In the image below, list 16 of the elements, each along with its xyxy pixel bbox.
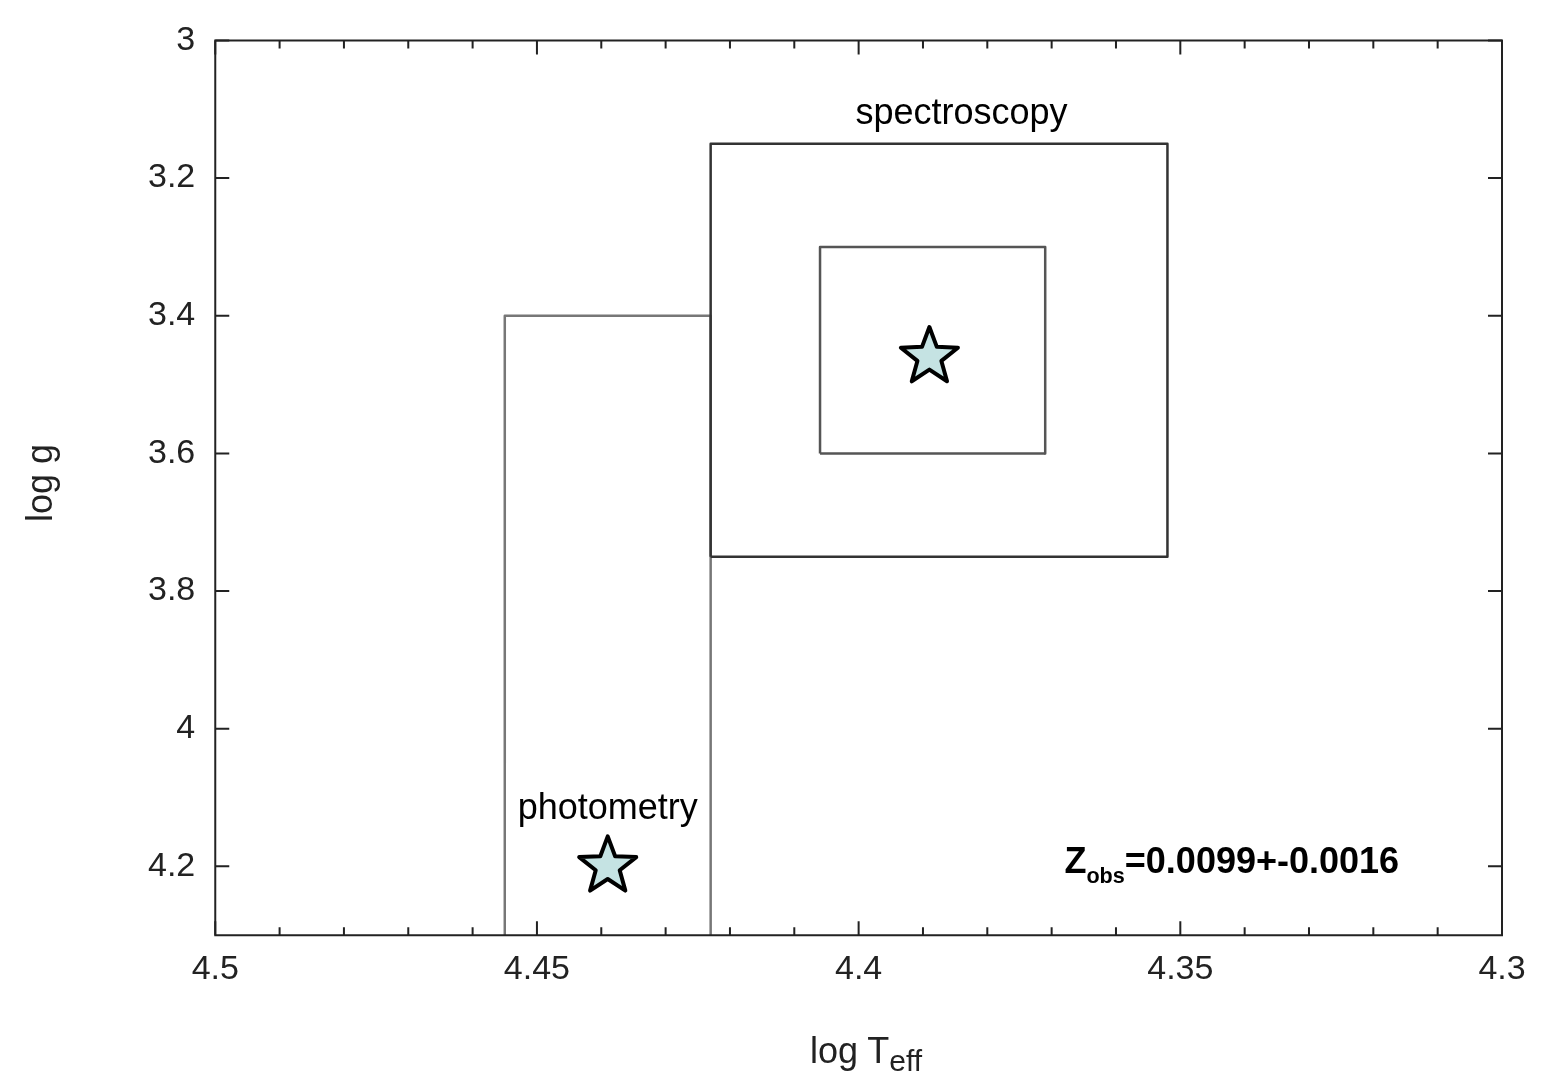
y-axis-title: log g bbox=[19, 443, 61, 523]
y-tick-label: 3.2 bbox=[148, 156, 196, 195]
x-tick-label: 4.5 bbox=[191, 947, 239, 986]
x-tick-label: 4.3 bbox=[1478, 947, 1526, 986]
x-tick-label: 4.4 bbox=[835, 947, 883, 986]
y-tick-label: 3.6 bbox=[148, 431, 196, 470]
y-tick-label: 3.4 bbox=[148, 294, 196, 333]
annotation: photometry bbox=[517, 785, 698, 827]
y-tick-label: 3 bbox=[176, 18, 196, 57]
x-axis-title: log T$_{eff}$ bbox=[808, 1030, 924, 1079]
y-tick-label: 4.2 bbox=[148, 844, 196, 883]
x-tick-label: 4.45 bbox=[503, 947, 571, 986]
annotation: spectroscopy bbox=[855, 90, 1068, 132]
y-tick-label: 4 bbox=[176, 707, 196, 746]
x-tick-label: 4.35 bbox=[1147, 947, 1214, 986]
y-tick-label: 3.8 bbox=[148, 569, 196, 608]
